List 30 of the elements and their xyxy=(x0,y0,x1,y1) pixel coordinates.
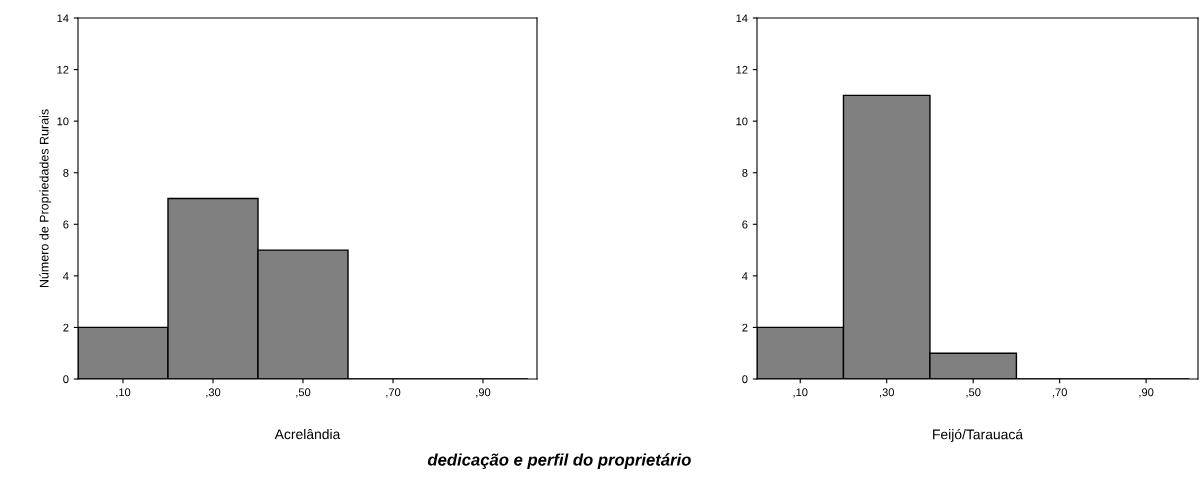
x-axis-title: Feijó/Tarauacá xyxy=(933,428,1024,443)
x-tick-label: ,70 xyxy=(1052,388,1067,398)
y-tick-label: 2 xyxy=(742,323,748,332)
y-tick-label: 10 xyxy=(57,117,69,126)
y-tick-label: 6 xyxy=(742,220,748,229)
x-tick-label: ,50 xyxy=(966,388,981,398)
y-tick-label: 14 xyxy=(736,14,748,23)
y-tick-label: 0 xyxy=(63,375,69,384)
x-tick-label: ,10 xyxy=(793,388,808,398)
text: dedicação e perfil do proprietário xyxy=(427,453,691,469)
x-tick-label: ,30 xyxy=(206,388,221,398)
y-tick-label: 6 xyxy=(63,220,69,229)
y-tick-label: 2 xyxy=(63,323,69,332)
y-tick-label: 4 xyxy=(63,272,69,280)
y-tick-label: 14 xyxy=(57,14,69,23)
y-tick-label: 10 xyxy=(736,117,748,126)
x-tick-label: ,30 xyxy=(879,388,894,398)
y-tick-label: 4 xyxy=(742,272,748,280)
y-axis-title: Número de Propriedades Rurais xyxy=(39,109,52,288)
y-tick-label: 0 xyxy=(742,375,748,384)
y-tick-label: 8 xyxy=(63,168,69,177)
y-tick-label: 12 xyxy=(736,65,748,74)
y-tick-label: 12 xyxy=(57,65,69,74)
x-tick-label: ,70 xyxy=(386,388,401,398)
x-tick-label: ,50 xyxy=(296,388,311,398)
x-axis-title: Acrelândia xyxy=(274,428,341,440)
x-tick-label: ,90 xyxy=(1139,388,1154,398)
x-tick-label: ,10 xyxy=(116,388,131,398)
y-tick-label: 8 xyxy=(742,168,748,177)
x-tick-label: ,90 xyxy=(476,388,491,398)
